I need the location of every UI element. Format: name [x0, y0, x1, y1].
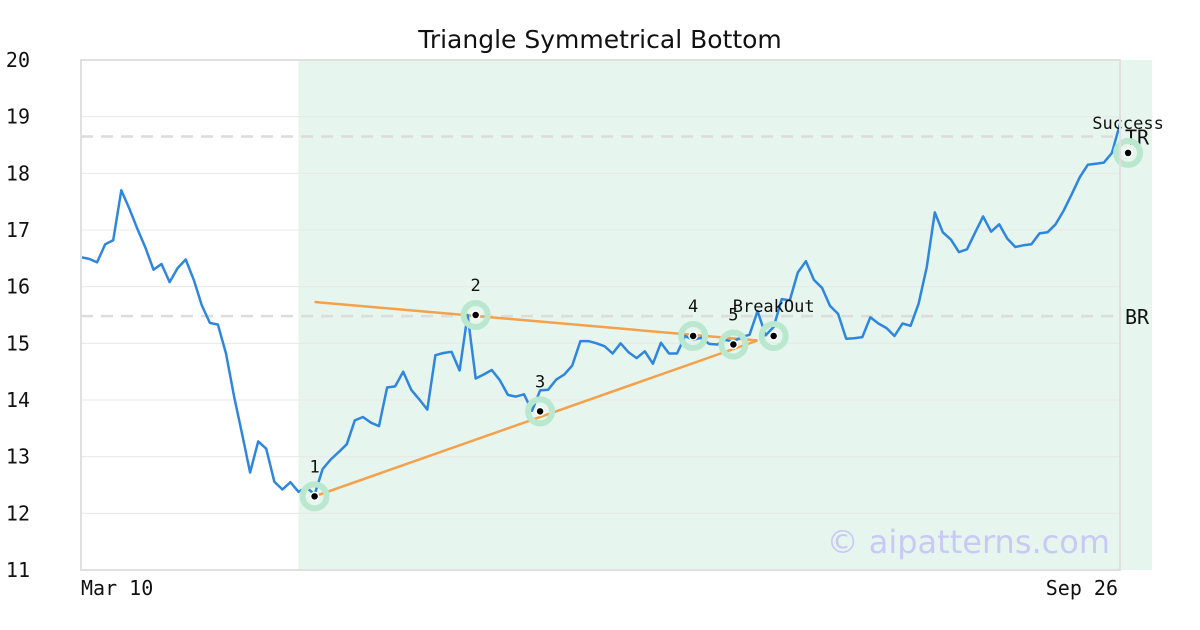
- pattern-point-halo: [1113, 137, 1144, 168]
- watermark: © aipatterns.com: [827, 523, 1110, 561]
- y-tick-label: 16: [6, 275, 30, 299]
- trend-line: [314, 339, 758, 498]
- pattern-point: [768, 331, 779, 341]
- pattern-point-label: Success: [1092, 114, 1164, 134]
- pattern-point-label: BreakOut: [733, 297, 815, 317]
- pattern-point-halo: [678, 320, 709, 351]
- pattern-point-label: 3: [535, 372, 545, 392]
- x-tick-label: Sep 26: [1046, 576, 1118, 600]
- series-layer: [80, 123, 1122, 496]
- pattern-point: [535, 406, 545, 417]
- plot-frame: [80, 59, 1121, 571]
- chart-title: Triangle Symmetrical Bottom: [417, 25, 782, 54]
- pattern-point: [688, 331, 698, 341]
- reference-label-br: BR: [1125, 305, 1150, 329]
- x-tick-label: Mar 10: [81, 576, 153, 600]
- pattern-point: [470, 310, 481, 320]
- pattern-point-halo: [460, 300, 491, 330]
- pattern-point: [1123, 148, 1133, 158]
- series-line: [80, 123, 1122, 496]
- y-tick-label: 17: [6, 218, 30, 242]
- pattern-point-halo: [718, 329, 749, 360]
- pattern-point-halo: [758, 320, 789, 351]
- pattern-point: [728, 339, 739, 350]
- y-tick-label: 18: [6, 161, 30, 185]
- y-tick-label: 20: [6, 48, 30, 72]
- pattern-point-label: 1: [309, 457, 319, 477]
- pattern-point-label: 5: [728, 305, 738, 325]
- pattern-point-halo: [525, 396, 556, 427]
- y-tick-label: 11: [6, 558, 30, 582]
- y-tick-label: 15: [6, 331, 30, 355]
- pattern-point: [309, 491, 320, 502]
- y-tick-label: 13: [6, 445, 30, 469]
- pattern-point-halo: [299, 481, 330, 512]
- y-tick-label: 14: [6, 388, 30, 412]
- pattern-point-label: 4: [688, 297, 698, 317]
- pattern-point-label: 2: [471, 276, 481, 296]
- y-tick-label: 19: [6, 105, 30, 129]
- y-tick-label: 12: [6, 501, 30, 525]
